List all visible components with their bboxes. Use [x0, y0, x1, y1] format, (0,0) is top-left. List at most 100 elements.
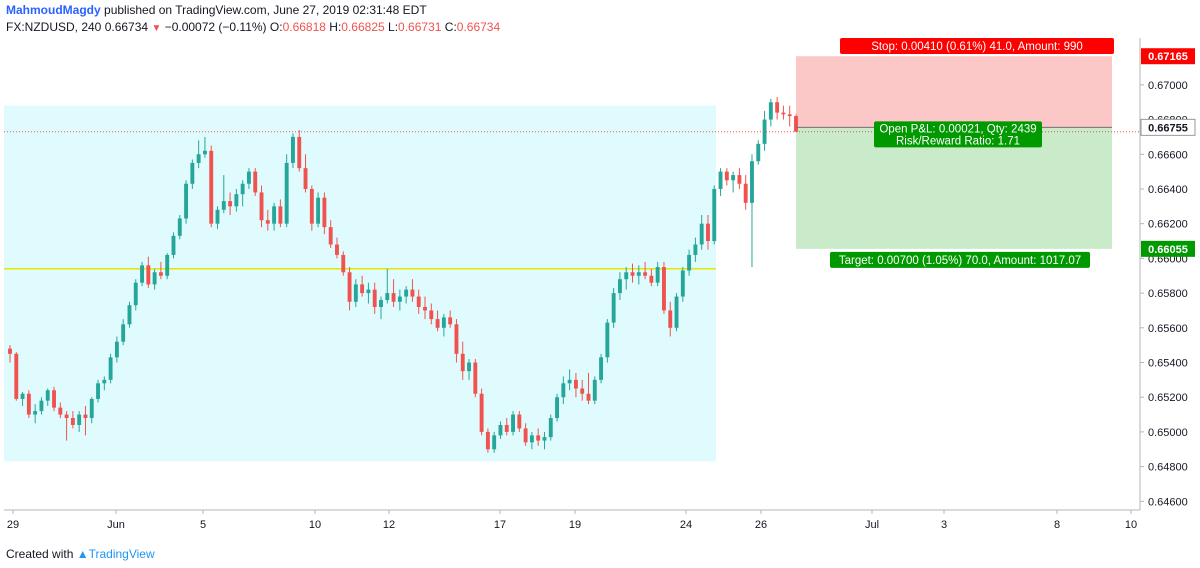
- candle-body: [762, 119, 767, 144]
- candle-body: [146, 265, 151, 285]
- candle-body: [14, 353, 19, 399]
- y-tick-label: 0.64600: [1148, 496, 1188, 508]
- candle-body: [473, 362, 478, 394]
- candle-body: [114, 341, 119, 358]
- candle-body: [617, 279, 622, 294]
- candle-body: [441, 317, 446, 328]
- candles-layer: [8, 97, 798, 453]
- target-label: Target: 0.00700 (1.05%) 70.0, Amount: 10…: [839, 255, 1081, 267]
- candle-body: [259, 192, 264, 221]
- candle-body: [630, 272, 635, 276]
- candle-body: [794, 116, 798, 132]
- candle-body: [718, 171, 723, 189]
- candle-body: [485, 431, 490, 450]
- candle-body: [611, 293, 616, 323]
- x-tick-label: 29: [7, 519, 19, 531]
- y-tick-label: 0.66200: [1148, 219, 1188, 231]
- high-value: 0.66825: [341, 20, 385, 34]
- candle-body: [731, 175, 736, 181]
- candle-body: [699, 223, 704, 245]
- axes-layer: 0.670000.668000.666000.664000.662000.660…: [4, 38, 1196, 531]
- candle-body: [435, 319, 440, 328]
- candle-body: [165, 254, 170, 276]
- close-label: C:: [444, 20, 457, 34]
- target-price-tag-box: [1141, 240, 1195, 257]
- candle-body: [517, 414, 522, 429]
- candle-body: [221, 201, 226, 210]
- candle-body: [121, 324, 126, 342]
- candle-body: [272, 206, 277, 224]
- publisher-line: MahmoudMagdy published on TradingView.co…: [6, 3, 427, 17]
- target-zone: [796, 127, 1112, 249]
- candle-body: [561, 383, 566, 398]
- y-tick-label: 0.66600: [1148, 149, 1188, 161]
- candle-body: [467, 362, 471, 372]
- x-tick-label: 24: [680, 519, 692, 531]
- open-value: 0.66818: [282, 20, 326, 34]
- x-tick-label: 5: [200, 519, 206, 531]
- candle-body: [70, 418, 75, 425]
- price-chart[interactable]: Stop: 0.00410 (0.61%) 41.0, Amount: 990 O…: [4, 38, 1196, 540]
- candle-body: [687, 254, 692, 271]
- entry-price-tag: 0.66755: [1148, 122, 1188, 134]
- candle-body: [523, 428, 528, 443]
- candle-body: [580, 388, 585, 394]
- candle-body: [177, 218, 182, 236]
- candle-body: [133, 282, 138, 306]
- candle-body: [379, 300, 383, 307]
- candle-body: [448, 317, 453, 325]
- candle-body: [624, 272, 629, 280]
- candle-body: [196, 154, 201, 163]
- candle-body: [278, 206, 283, 224]
- x-tick-label: Jun: [107, 519, 125, 531]
- candle-body: [423, 306, 427, 311]
- candle-body: [385, 293, 390, 301]
- candle-body: [599, 357, 604, 380]
- published-text: published on TradingView.com, June 27, 2…: [104, 3, 427, 17]
- candle-body: [404, 289, 409, 297]
- y-tick-label: 0.64800: [1148, 462, 1188, 474]
- candle-body: [429, 310, 434, 320]
- last-price: 0.66734: [104, 20, 149, 34]
- candle-body: [768, 102, 773, 120]
- x-tick-label: 12: [383, 519, 395, 531]
- candle-body: [743, 183, 748, 203]
- candle-body: [498, 424, 503, 436]
- y-tick-label: 0.67000: [1148, 80, 1188, 92]
- candle-body: [316, 197, 321, 224]
- candle-body: [64, 414, 69, 419]
- chart-area[interactable]: Stop: 0.00410 (0.61%) 41.0, Amount: 990 O…: [4, 38, 1196, 540]
- candle-body: [8, 348, 12, 354]
- candle-body: [680, 270, 685, 297]
- candle-body: [674, 296, 679, 328]
- candle-body: [309, 188, 314, 224]
- candle-body: [39, 400, 44, 412]
- author-link[interactable]: MahmoudMagdy: [6, 3, 101, 17]
- candle-body: [77, 414, 82, 425]
- x-tick-label: 8: [1054, 519, 1060, 531]
- y-tick-label: 0.66400: [1148, 184, 1188, 196]
- candle-body: [573, 379, 578, 389]
- candle-body: [52, 390, 56, 408]
- symbol-info-bar: FX:NZDUSD, 240 0.66734 ▼ −0.00072 (−0.11…: [6, 20, 500, 34]
- candle-body: [756, 143, 761, 162]
- candle-body: [479, 393, 484, 432]
- candle-body: [253, 171, 258, 193]
- symbol-label[interactable]: FX:NZDUSD, 240: [6, 20, 102, 34]
- low-value: 0.66731: [398, 20, 442, 34]
- candle-body: [636, 272, 641, 276]
- tradingview-brand[interactable]: TradingView: [88, 547, 155, 561]
- candle-body: [353, 284, 358, 302]
- candle-body: [26, 393, 31, 415]
- candle-body: [372, 289, 377, 307]
- entry-price-tag-box: [1140, 118, 1196, 136]
- candle-body: [536, 435, 541, 441]
- y-tick-label: 0.65800: [1148, 288, 1188, 300]
- open-label: O:: [269, 20, 283, 34]
- stop-label-box: [840, 38, 1114, 54]
- candle-body: [492, 435, 497, 450]
- candle-body: [460, 353, 465, 372]
- tradingview-logo-icon: ▲: [76, 547, 89, 561]
- candle-body: [45, 390, 50, 401]
- candle-body: [240, 183, 245, 195]
